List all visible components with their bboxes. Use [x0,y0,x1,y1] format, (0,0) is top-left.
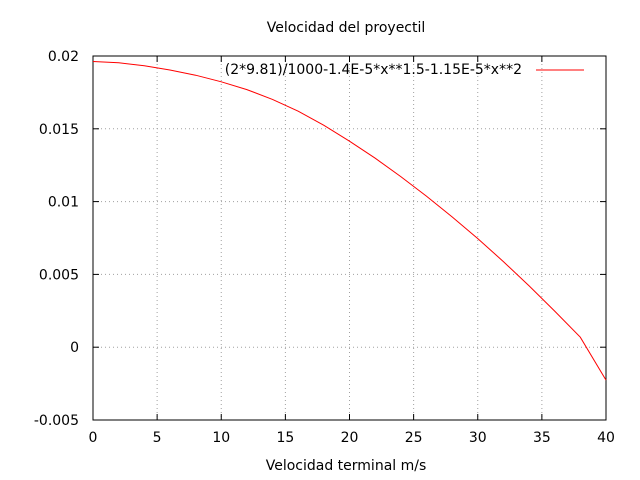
x-tick-label: 25 [405,430,423,446]
y-tick-label: 0.005 [39,267,79,283]
plot-frame [92,55,607,421]
chart-title: Velocidad del proyectil [267,20,426,36]
x-tick-label: 15 [276,430,294,446]
x-tick-label: 20 [341,430,359,446]
y-tick-label: 0.01 [48,195,79,211]
x-tick-label: 30 [469,430,487,446]
legend: (2*9.81)/1000-1.4E-5*x**1.5-1.15E-5*x**2 [225,62,584,78]
legend-label: (2*9.81)/1000-1.4E-5*x**1.5-1.15E-5*x**2 [225,62,522,78]
y-tick-label: 0 [70,340,79,356]
x-tick-label: 35 [533,430,551,446]
series-layer [92,61,607,381]
y-tick-label: 0.015 [39,122,79,138]
x-axis-label: Velocidad terminal m/s [266,458,427,474]
grid [93,56,606,420]
y-tick-label: 0.02 [48,49,79,65]
x-tick-label: 5 [153,430,162,446]
x-tick-label: 0 [89,430,98,446]
axis-ticks: 0 5 10 15 20 25 30 35 40 -0.005 0 0.005 0.01 0.015 0.0… [34,49,615,446]
x-tick-label: 40 [597,430,615,446]
series-line [92,61,607,381]
y-tick-label: -0.005 [34,413,79,429]
x-tick-label: 10 [212,430,230,446]
